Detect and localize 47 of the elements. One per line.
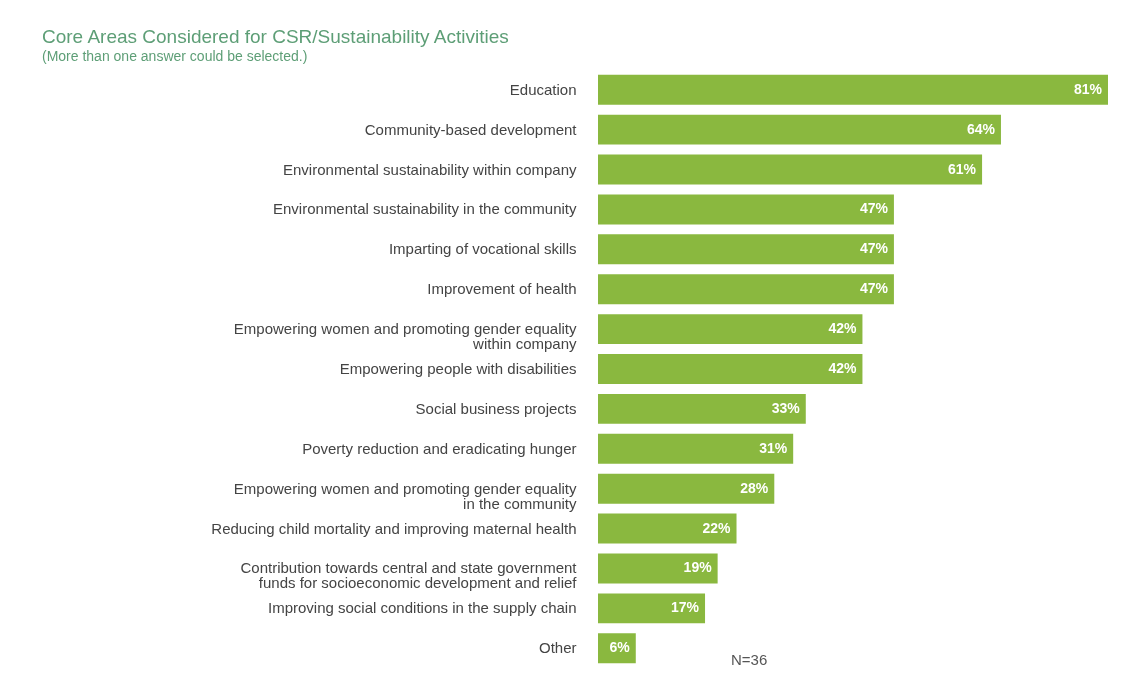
data-label: 47% — [859, 280, 889, 297]
data-label: 17% — [671, 599, 700, 616]
bar — [598, 354, 863, 384]
bar — [598, 314, 863, 345]
bar — [598, 553, 718, 584]
y-tick-label: Improving social conditions in the supply chain — [267, 599, 577, 617]
data-label: 22% — [702, 519, 732, 536]
bar — [598, 194, 894, 225]
data-label: 47% — [859, 200, 889, 217]
y-tick-label: Social business projects — [415, 399, 577, 417]
data-label: 81% — [1073, 80, 1103, 97]
data-label: 33% — [771, 399, 801, 416]
annotation: N=36 — [731, 651, 768, 668]
bar — [598, 114, 1001, 145]
y-tick-label: Education — [509, 80, 577, 98]
text: Core Areas Considered for CSR/Sustainability Activities — [42, 26, 509, 47]
bar — [598, 473, 775, 504]
y-tick-label: Empowering women and promoting gender equality in the community — [233, 479, 577, 512]
bar — [598, 433, 794, 464]
data-label: 28% — [740, 479, 769, 496]
bar — [598, 393, 806, 424]
y-tick-label: Other — [538, 639, 577, 657]
data-label: 42% — [828, 360, 857, 376]
data-label: 64% — [966, 120, 996, 137]
bar — [598, 274, 894, 305]
y-tick-label: Empowering people with disabilities — [339, 360, 577, 377]
data-label: 19% — [683, 559, 713, 576]
bar — [598, 513, 737, 544]
y-tick-label: Reducing child mortality and improving maternal health — [211, 519, 577, 537]
y-tick-label: Imparting of vocational skills — [388, 240, 577, 258]
y-tick-label: Environmental sustainability within company — [283, 160, 577, 178]
data-label: 6% — [609, 639, 631, 656]
data-label: 47% — [859, 240, 889, 257]
data-label: 61% — [948, 160, 977, 177]
data-label: 42% — [828, 320, 857, 337]
bar — [598, 154, 983, 185]
y-tick-label: Contribution towards central and state government funds for socioeconomic development and relief — [240, 559, 578, 592]
bar — [598, 593, 706, 624]
y-tick-label: Improvement of health — [427, 280, 577, 298]
data-label: 31% — [759, 439, 788, 456]
text: (More than one answer could be selected.) — [42, 48, 308, 64]
y-tick-label: Poverty reduction and eradicating hunger — [302, 439, 577, 457]
bar — [598, 74, 1108, 105]
y-tick-label: Environmental sustainability in the community — [273, 200, 577, 218]
bar — [598, 234, 894, 265]
y-tick-label: Empowering women and promoting gender equality within company — [233, 320, 577, 353]
y-tick-label: Community-based development — [364, 120, 578, 138]
